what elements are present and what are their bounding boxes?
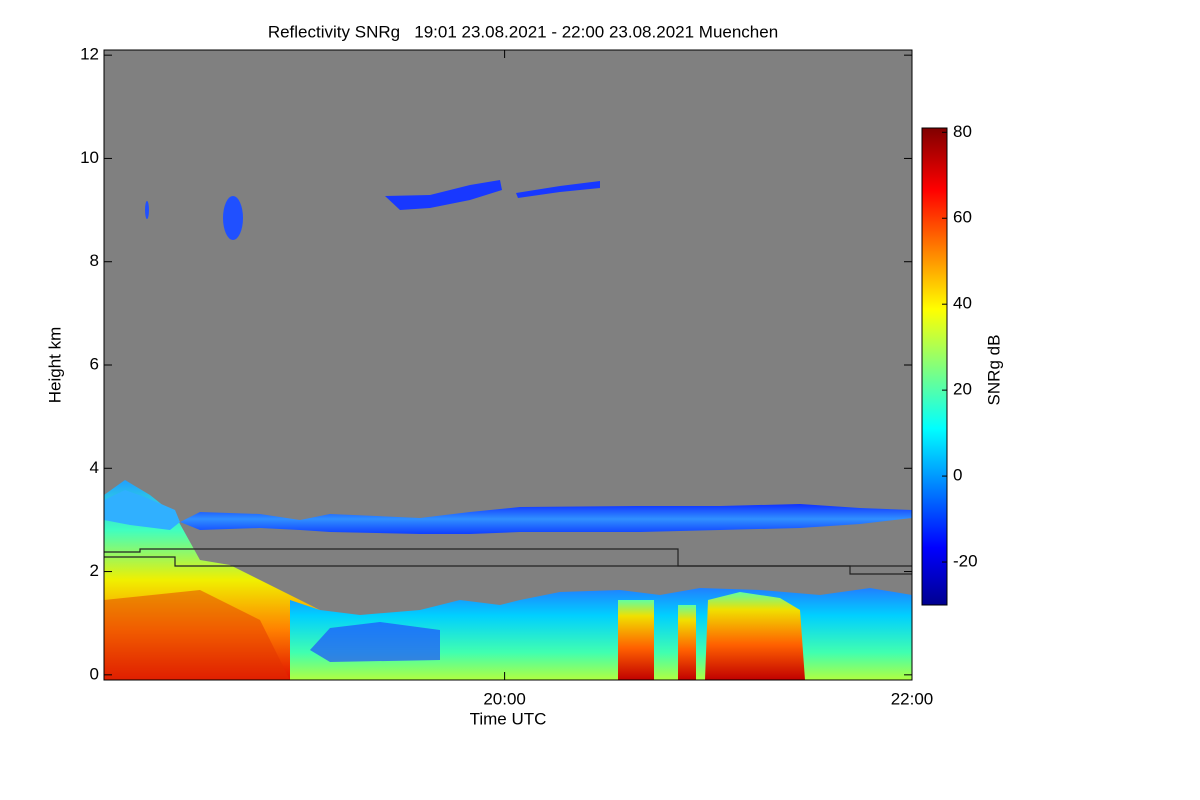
cloud-layer xyxy=(180,504,912,534)
y-axis-label: Height km xyxy=(45,327,64,404)
echo-patch xyxy=(310,622,440,662)
y-tick-label: 8 xyxy=(90,251,99,270)
chart-title: Reflectivity SNRg 19:01 23.08.2021 - 22:… xyxy=(268,22,778,41)
colorbar-tick-label: 60 xyxy=(953,208,972,227)
rain-column xyxy=(705,592,805,680)
colorbar-tick-label: 20 xyxy=(953,380,972,399)
boundary-line xyxy=(104,556,912,575)
heatmap xyxy=(103,49,913,681)
precip-left xyxy=(104,480,320,680)
colorbar-tick-label: 0 xyxy=(953,466,962,485)
y-tick-label: 0 xyxy=(90,664,99,683)
colorbar-label: SNRg dB xyxy=(984,335,1003,406)
x-tick-label: 22:00 xyxy=(891,689,934,708)
colorbar xyxy=(921,127,948,606)
cloud-blob xyxy=(145,201,149,219)
y-tick-label: 2 xyxy=(90,561,99,580)
x-tick-label: 20:00 xyxy=(483,689,526,708)
cloud-blob xyxy=(385,180,502,210)
y-tick-label: 10 xyxy=(80,148,99,167)
cloud-blob xyxy=(223,196,243,240)
x-axis-label: Time UTC xyxy=(470,709,547,728)
cloud-layer xyxy=(104,490,180,530)
cloud-blob xyxy=(516,181,600,198)
y-tick-label: 12 xyxy=(80,45,99,64)
y-tick-label: 6 xyxy=(90,354,99,373)
colorbar-tick-label: 40 xyxy=(953,294,972,313)
colorbar-tick-label: -20 xyxy=(953,552,978,571)
rain-column xyxy=(618,600,654,680)
rain-core xyxy=(104,590,290,680)
rain-column xyxy=(678,605,696,680)
y-tick-label: 4 xyxy=(90,458,99,477)
colorbar-tick-label: 80 xyxy=(953,122,972,141)
